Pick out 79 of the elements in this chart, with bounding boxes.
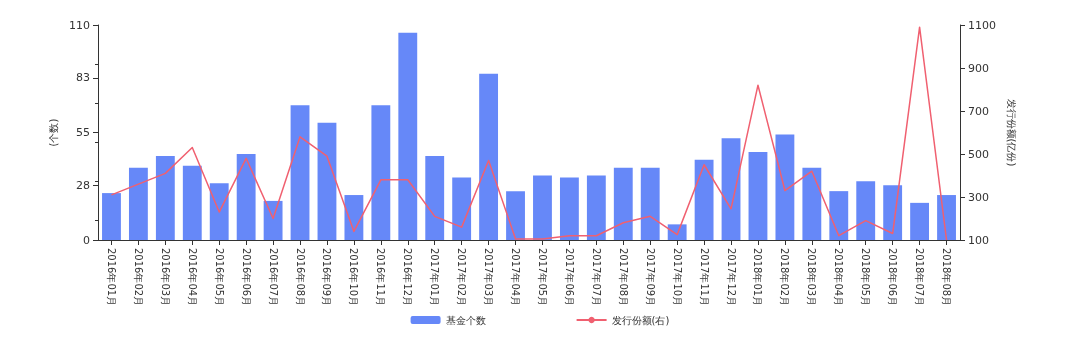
bar xyxy=(533,175,552,240)
x-tick-label: 2018年01月 xyxy=(752,248,764,307)
bar xyxy=(694,159,714,240)
x-tick-label: 2016年09月 xyxy=(321,248,333,307)
x-tick-label: 2016年01月 xyxy=(105,248,117,307)
bar xyxy=(452,177,472,240)
bar xyxy=(236,154,256,240)
bar xyxy=(155,155,175,240)
bar xyxy=(371,105,391,240)
bar xyxy=(317,122,337,240)
y2-tick-label: 300 xyxy=(968,190,989,204)
bar xyxy=(613,167,633,240)
y2-tick-label: 100 xyxy=(968,233,989,247)
bar xyxy=(748,152,768,240)
x-tick-label: 2017年02月 xyxy=(456,248,468,307)
x-tick-label: 2017年03月 xyxy=(483,248,495,307)
y2-tick-label: 500 xyxy=(968,147,989,161)
y2-axis-title: 发行份额(亿份) xyxy=(1006,98,1018,167)
x-tick-label: 2017年04月 xyxy=(510,248,522,307)
bar xyxy=(640,167,660,240)
bar xyxy=(398,32,418,240)
bar xyxy=(128,167,148,240)
bar xyxy=(479,73,499,240)
x-tick-label: 2016年08月 xyxy=(294,248,306,307)
x-tick-label: 2016年10月 xyxy=(348,248,360,307)
x-tick-label: 2017年09月 xyxy=(644,248,656,307)
y-tick-label: 55 xyxy=(76,126,90,139)
bar xyxy=(559,177,579,240)
y-tick-label: 28 xyxy=(76,178,90,192)
legend-label: 基金个数 xyxy=(445,314,486,326)
bar xyxy=(102,193,121,240)
x-tick-label: 2016年12月 xyxy=(402,248,414,307)
x-tick-label: 2017年01月 xyxy=(429,248,441,307)
x-tick-label: 2018年07月 xyxy=(914,248,926,307)
line-series xyxy=(110,26,948,241)
x-tick-label: 2016年02月 xyxy=(132,248,144,307)
y2-tick-label: 900 xyxy=(968,61,989,75)
bar xyxy=(344,195,364,240)
y2-tick-label: 700 xyxy=(968,104,989,118)
bar xyxy=(802,167,822,240)
x-tick-label: 2018年02月 xyxy=(779,248,791,307)
x-tick-label: 2017年11月 xyxy=(698,248,710,307)
x-tick-label: 2017年12月 xyxy=(725,248,737,307)
bar xyxy=(506,191,525,240)
bar xyxy=(290,105,310,240)
x-tick-label: 2017年07月 xyxy=(590,248,602,307)
x-tick-label: 2018年06月 xyxy=(887,248,899,307)
y2-tick-label: 1100 xyxy=(968,18,996,32)
y-tick-label: 0 xyxy=(83,233,90,247)
bar xyxy=(883,185,903,240)
bar xyxy=(721,138,741,240)
x-tick-label: 2016年11月 xyxy=(375,248,387,307)
x-tick-label: 2016年06月 xyxy=(240,248,252,307)
y-tick-label: 110 xyxy=(69,18,90,32)
x-tick-label: 2017年10月 xyxy=(671,248,683,307)
bar xyxy=(829,191,849,240)
x-tick-label: 2017年05月 xyxy=(536,248,548,307)
x-tick-label: 2018年08月 xyxy=(941,248,953,307)
x-tick-label: 2016年04月 xyxy=(186,248,198,307)
bar xyxy=(937,195,956,240)
bar xyxy=(209,183,229,240)
bar xyxy=(775,134,795,240)
bar xyxy=(182,165,202,240)
x-tick-label: 2018年05月 xyxy=(860,248,872,307)
bar xyxy=(263,200,283,240)
x-tick-label: 2016年03月 xyxy=(159,248,171,307)
x-tick-label: 2017年06月 xyxy=(563,248,575,307)
x-tick-label: 2017年08月 xyxy=(617,248,629,307)
x-tick-label: 2016年07月 xyxy=(267,248,279,307)
legend-label: 发行份额(右) xyxy=(611,314,670,326)
bar xyxy=(856,181,876,240)
x-tick-label: 2016年05月 xyxy=(213,248,225,307)
y-axis-title: (个数) xyxy=(47,118,59,147)
x-tick-label: 2018年04月 xyxy=(833,248,845,307)
y-tick-label: 83 xyxy=(76,71,90,85)
bar xyxy=(586,175,606,240)
bar xyxy=(425,155,445,240)
x-tick-label: 2018年03月 xyxy=(806,248,818,307)
bar xyxy=(910,202,930,240)
